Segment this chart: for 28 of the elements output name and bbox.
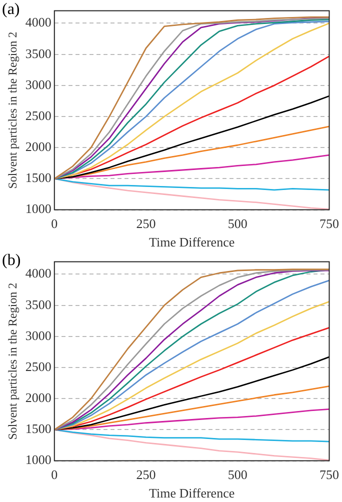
y-tick-label: 2000 xyxy=(25,139,52,154)
x-axis-title: Time Difference xyxy=(149,234,235,250)
y-tick-label: 4000 xyxy=(25,14,52,30)
chart-title: (b) xyxy=(2,252,21,270)
y-tick-label: 1000 xyxy=(25,201,52,216)
x-tick-label: 0 xyxy=(51,216,58,232)
y-tick-label: 3000 xyxy=(25,76,52,92)
y-tick-label: 2500 xyxy=(25,358,52,374)
x-tick-label: 750 xyxy=(320,467,339,482)
y-tick-label: 4000 xyxy=(25,266,52,281)
y-axis-title: Solvent particles in the Region 2 xyxy=(5,282,20,440)
x-tick-label: 500 xyxy=(228,216,248,232)
y-tick-label: 1000 xyxy=(25,452,52,468)
y-tick-label: 3000 xyxy=(25,328,52,343)
y-tick-label: 3500 xyxy=(25,296,52,312)
y-tick-label: 2000 xyxy=(25,390,52,406)
y-tick-label: 3500 xyxy=(25,46,52,61)
x-tick-label: 250 xyxy=(136,467,156,482)
x-tick-label: 750 xyxy=(320,216,339,232)
x-tick-label: 250 xyxy=(136,216,156,232)
y-axis-title: Solvent particles in the Region 2 xyxy=(5,32,20,189)
x-axis-title: Time Difference xyxy=(149,486,235,501)
chart-title: (a) xyxy=(2,1,20,18)
x-tick-label: 0 xyxy=(51,467,58,482)
x-tick-label: 500 xyxy=(228,467,248,482)
y-tick-label: 1500 xyxy=(25,170,52,186)
y-tick-label: 1500 xyxy=(25,421,52,436)
y-tick-label: 2500 xyxy=(25,108,52,123)
